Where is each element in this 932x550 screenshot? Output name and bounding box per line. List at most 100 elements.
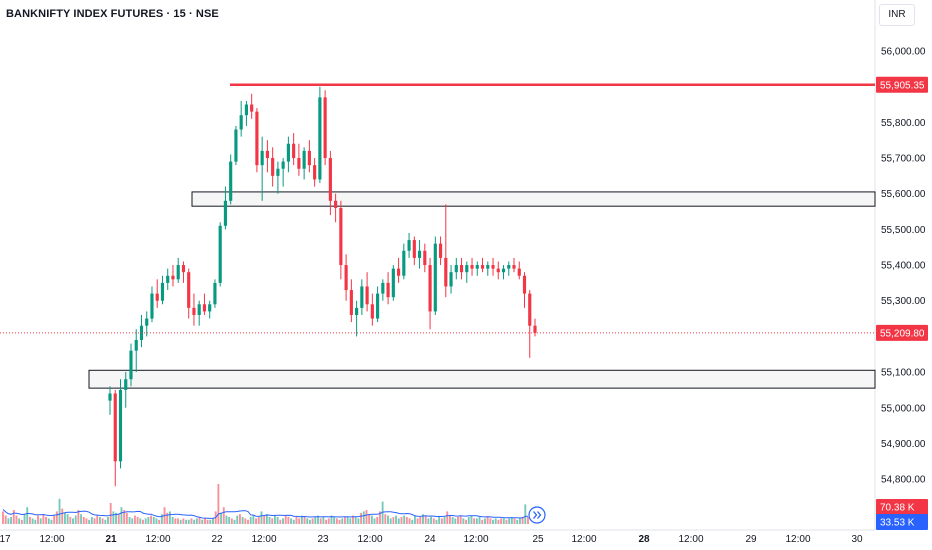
volume-bar	[115, 512, 118, 524]
volume-bar	[93, 518, 96, 524]
volume-bar	[319, 518, 322, 524]
volume-bar	[300, 515, 303, 524]
price-tick-label: 55,100.00	[881, 368, 926, 379]
volume-bar	[424, 515, 427, 524]
svg-text:33.53 K: 33.53 K	[880, 518, 915, 529]
volume-bar	[236, 515, 239, 524]
volume-bar	[63, 512, 66, 524]
time-tick-label: 12:00	[463, 534, 488, 545]
volume-bar	[459, 515, 462, 524]
double-chevron-icon	[533, 511, 542, 519]
volume-bar	[430, 517, 433, 524]
currency-button[interactable]: INR	[879, 4, 915, 26]
volume-bar	[72, 518, 74, 524]
time-tick-label: 21	[105, 534, 117, 545]
volume-bar	[195, 518, 198, 524]
volume-bar	[23, 514, 26, 524]
candle-body	[155, 293, 159, 301]
volume-bar	[475, 518, 478, 524]
zone-rect[interactable]	[88, 369, 876, 389]
svg-text:55,209.80: 55,209.80	[880, 328, 925, 339]
volume-bar	[228, 517, 231, 524]
candle-body	[370, 304, 374, 319]
volume-bar	[505, 519, 508, 524]
volume-bar	[66, 514, 69, 524]
volume-bar	[187, 519, 190, 524]
volume-bar	[244, 518, 247, 524]
time-axis[interactable]: 17 12:00 21 12:00 22 12:00 23 12:00 24 12:00 25 12:…	[0, 534, 863, 545]
volume-bar	[462, 518, 465, 524]
volume-bar	[427, 518, 430, 524]
candle-body	[412, 240, 416, 258]
candle-body	[187, 272, 191, 308]
volume-bar	[47, 518, 50, 524]
time-tick-label: 22	[211, 534, 223, 545]
price-tick-label: 55,800.00	[881, 118, 926, 129]
candles	[108, 86, 537, 487]
volume-bar	[147, 517, 150, 524]
volume-bar	[15, 515, 18, 524]
candle-body	[449, 272, 453, 287]
volume-bar	[82, 517, 85, 524]
volume-bar	[69, 517, 72, 524]
volume-bar	[247, 519, 249, 524]
candle-body	[459, 265, 464, 273]
volume-bar	[282, 518, 284, 524]
volume-bar	[327, 518, 330, 524]
candle-body	[129, 350, 133, 380]
candle-body	[145, 318, 149, 326]
volume-bar	[50, 519, 53, 524]
price-axis[interactable]: 56,000.00 55,800.00 55,700.00 55,600.00 55,5…	[881, 47, 926, 486]
volume-bar	[502, 518, 505, 524]
volume-bar	[489, 518, 492, 524]
volume-bar	[206, 519, 209, 524]
volume-bar	[136, 517, 139, 524]
volume-bar	[238, 514, 241, 524]
volume-bar	[185, 519, 188, 524]
volume-bar	[179, 519, 182, 524]
volume-bar	[419, 517, 422, 524]
volume-bar	[473, 518, 476, 524]
volume-bar	[513, 518, 516, 524]
volume-bar	[10, 517, 13, 524]
go-to-realtime-button[interactable]	[528, 506, 546, 524]
volume-bar	[198, 517, 201, 524]
volume-bar	[405, 517, 408, 524]
candle-body	[433, 243, 437, 312]
volume-bar	[381, 501, 384, 524]
candle-body	[486, 265, 490, 269]
candle-body	[402, 250, 406, 276]
volume-bar	[260, 511, 263, 524]
candle-body	[286, 143, 290, 162]
volume-bar	[249, 517, 252, 524]
volume-bar	[271, 518, 274, 524]
volume-bar	[220, 512, 223, 524]
volume-bar	[255, 518, 258, 524]
volume-bar	[403, 515, 406, 524]
volume-bar	[177, 518, 179, 524]
volume-bar	[193, 519, 196, 524]
volume-bar	[527, 517, 529, 524]
volume-bar	[376, 517, 379, 524]
volume-bar	[400, 517, 403, 524]
candle-body	[192, 307, 196, 315]
volume-bar	[292, 519, 295, 524]
candle-body	[160, 282, 165, 301]
volume-bar	[31, 518, 34, 524]
volume-bar	[440, 518, 443, 524]
candle-body	[265, 150, 269, 159]
volume-bar	[508, 518, 511, 524]
candle-body	[166, 275, 170, 283]
zone-rect[interactable]	[191, 191, 876, 207]
candle-body	[454, 265, 458, 273]
volume-bar	[306, 518, 309, 524]
volume-bar	[96, 515, 99, 524]
volume-bar	[53, 515, 56, 524]
candle-body	[407, 240, 411, 251]
candle-body	[292, 143, 296, 159]
volume-bar	[174, 518, 177, 524]
volume-bar	[88, 519, 91, 524]
volume-bar	[518, 518, 521, 524]
volume-bar	[416, 518, 419, 524]
